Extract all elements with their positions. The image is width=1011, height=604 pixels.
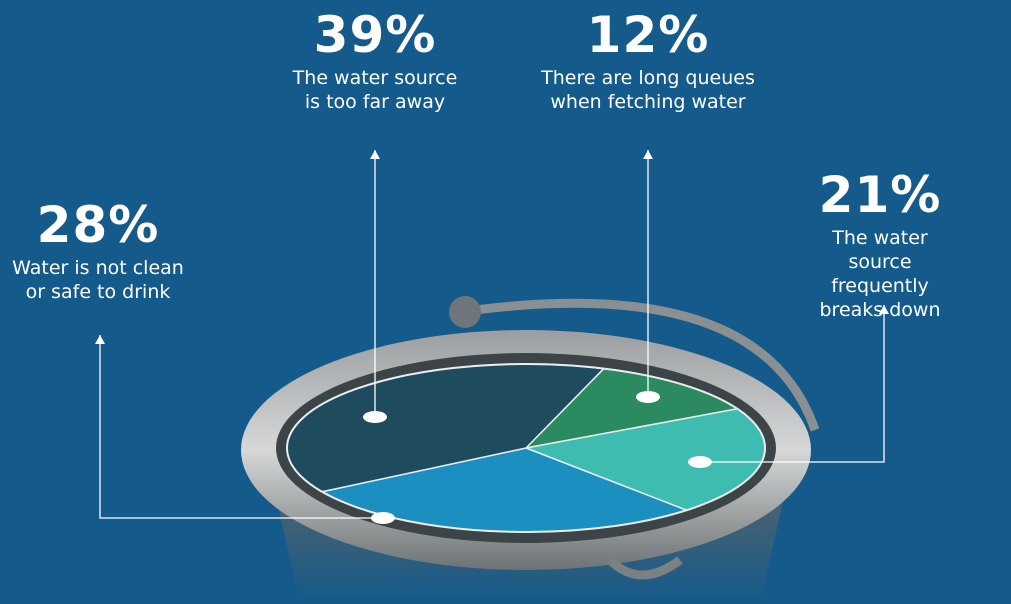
category-label: There are long queues when fetching wate… — [541, 67, 755, 113]
pie-border — [286, 363, 766, 533]
arrow-head — [95, 335, 105, 344]
value-label: 21% — [818, 166, 942, 224]
leader-line — [700, 305, 885, 463]
category-label: Water is not clean or safe to drink — [12, 257, 184, 303]
value-label: 28% — [36, 196, 160, 254]
callout-dot — [688, 456, 712, 468]
callout-dot — [636, 391, 660, 403]
arrow-head — [879, 305, 889, 314]
value-label: 12% — [586, 6, 710, 64]
category-label: The water source frequently breaks down — [819, 227, 941, 321]
category-label: The water source is too far away — [292, 67, 458, 113]
arrow-head — [643, 150, 653, 159]
value-label: 39% — [313, 6, 437, 64]
callout-dot — [363, 411, 387, 423]
leader-line — [99, 335, 383, 519]
arrow-head — [370, 150, 380, 159]
callout-dot — [371, 512, 395, 524]
